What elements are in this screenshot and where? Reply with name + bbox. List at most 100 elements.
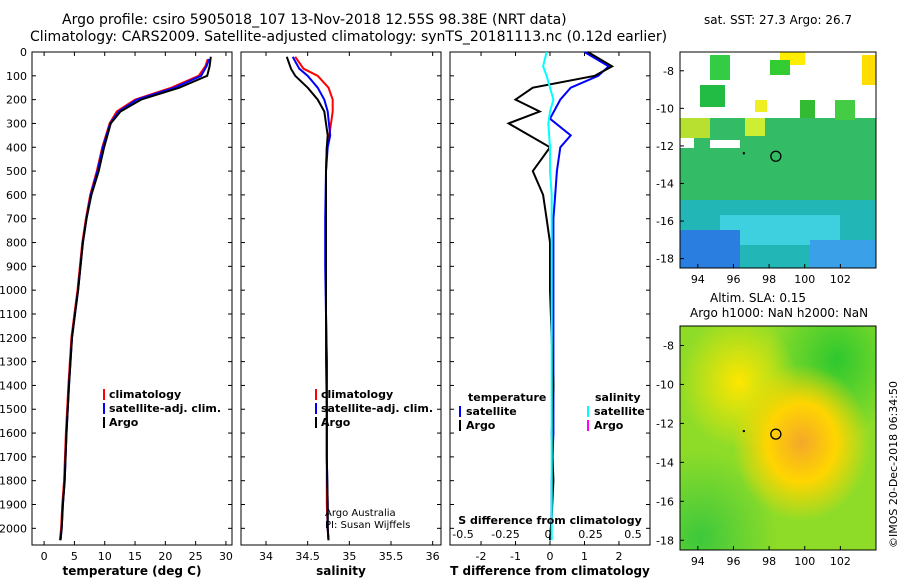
x-tick-label: 20	[158, 550, 172, 563]
map-y-tick-label: -16	[656, 495, 674, 508]
x-tick-label: 34.5	[295, 550, 320, 563]
x-tick-label: 36	[426, 550, 440, 563]
x-tick-label: 2	[615, 550, 622, 563]
legend-label: satellite-adj. clim.	[109, 402, 221, 415]
x2-tick-label: 0.5	[624, 528, 642, 541]
salinity-annotation: PI: Susan Wijffels	[325, 520, 410, 531]
map-y-tick-label: -12	[656, 417, 674, 430]
sst-green-block	[700, 85, 725, 107]
x-tick-label: 15	[128, 550, 142, 563]
legend-label: climatology	[109, 388, 181, 401]
depth-tick-label: 1500	[0, 403, 27, 416]
x-tick-label: 30	[219, 550, 233, 563]
temperature-plot-frame	[31, 51, 233, 546]
x2-tick-label: 0	[545, 528, 552, 541]
x2-tick-label: 0.25	[578, 528, 603, 541]
sla-map-title: Altim. SLA: 0.15	[710, 291, 807, 305]
depth-tick-label: 1200	[0, 332, 27, 345]
x2-tick-label: -0.25	[491, 528, 519, 541]
x2-axis-label: S difference from climatology	[458, 514, 642, 527]
sst-green-block-2	[710, 55, 730, 80]
depth-tick-label: 2000	[0, 522, 27, 535]
map-y-tick-label: -14	[656, 456, 674, 469]
depth-tick-label: 500	[6, 165, 27, 178]
map-y-tick-label: -14	[656, 177, 674, 190]
x-tick-label: 35.5	[379, 550, 404, 563]
depth-tick-label: 1300	[0, 356, 27, 369]
legend-label: Argo	[466, 419, 496, 432]
sst-yellow-patch	[680, 118, 710, 138]
depth-tick-label: 1600	[0, 427, 27, 440]
map-y-tick-label: -10	[656, 378, 674, 391]
x2-tick-label: -0.5	[452, 528, 473, 541]
map-x-tick-label: 98	[762, 555, 776, 568]
x-tick-label: -2	[476, 550, 487, 563]
x-tick-label: 5	[71, 550, 78, 563]
sst-yellow-block-3	[755, 100, 767, 112]
salinity-annotation: Argo Australia	[325, 508, 396, 519]
series-line-satellite-adj--clim-	[59, 58, 210, 541]
depth-tick-label: 900	[6, 260, 27, 273]
series-line-s-satellite	[542, 51, 555, 541]
sst-green-block-3	[770, 60, 790, 75]
legend-label: satellite	[466, 405, 517, 418]
sst-green-block-4	[835, 100, 855, 120]
x-axis-label: temperature (deg C)	[63, 564, 202, 578]
map-y-tick-label: -16	[656, 215, 674, 228]
map-x-tick-label: 98	[762, 273, 776, 286]
header-line-2: Climatology: CARS2009. Satellite-adjuste…	[30, 29, 668, 45]
map-y-tick-label: -18	[656, 253, 674, 266]
map-x-tick-label: 102	[830, 555, 851, 568]
series-line-t-argo	[506, 51, 615, 541]
x-tick-label: 35	[342, 550, 356, 563]
profile-location-marker	[770, 150, 782, 162]
map-x-tick-label: 100	[794, 273, 815, 286]
sst-yellow-patch-2	[745, 118, 765, 136]
legend-label: Argo	[594, 419, 624, 432]
legend-label: satellite	[594, 405, 645, 418]
map-x-tick-label: 96	[726, 555, 740, 568]
series-line-argo	[285, 56, 330, 541]
x-axis-label: salinity	[316, 564, 366, 578]
legend-title-temperature: temperature	[468, 391, 546, 404]
series-line-t-satellite	[548, 51, 611, 541]
legend-label: Argo	[109, 416, 139, 429]
float-track-point	[742, 152, 746, 155]
series-line-climatology	[58, 58, 209, 541]
depth-tick-label: 1900	[0, 499, 27, 512]
map-x-tick-label: 100	[794, 555, 815, 568]
map-y-tick-label: -18	[656, 534, 674, 547]
x-tick-label: 0	[547, 550, 554, 563]
salinity-plot-frame	[240, 51, 442, 546]
depth-tick-label: 800	[6, 237, 27, 250]
legend-title-salinity: salinity	[595, 391, 641, 404]
profile-location-marker	[770, 428, 782, 440]
map-x-tick-label: 94	[691, 555, 705, 568]
legend-label: Argo	[321, 416, 351, 429]
depth-tick-label: 400	[6, 141, 27, 154]
series-line-satellite-adj--clim-	[291, 56, 332, 541]
map-x-tick-label: 96	[726, 273, 740, 286]
x-axis-label: T difference from climatology	[450, 564, 650, 578]
credit-text: ©IMOS 20-Dec-2018 06:34:50	[887, 381, 900, 548]
sst-map-frame	[679, 51, 877, 269]
x-tick-label: -1	[510, 550, 521, 563]
sst-cloud-gap-2	[710, 140, 740, 148]
map-x-tick-label: 102	[830, 273, 851, 286]
sst-map	[680, 52, 876, 268]
sst-blue-patch-2	[810, 240, 876, 268]
depth-tick-label: 600	[6, 189, 27, 202]
depth-tick-label: 700	[6, 213, 27, 226]
x-tick-label: 25	[189, 550, 203, 563]
depth-tick-label: 1800	[0, 475, 27, 488]
depth-tick-label: 0	[20, 46, 27, 59]
depth-tick-label: 1700	[0, 451, 27, 464]
sst-blue-patch	[680, 230, 740, 268]
x-tick-label: 1	[581, 550, 588, 563]
legend-label: climatology	[321, 388, 393, 401]
float-track-point	[742, 429, 746, 433]
map-x-tick-label: 94	[691, 273, 705, 286]
sla-map-subtitle: Argo h1000: NaN h2000: NaN	[690, 306, 869, 320]
map-y-tick-label: -8	[663, 339, 674, 352]
